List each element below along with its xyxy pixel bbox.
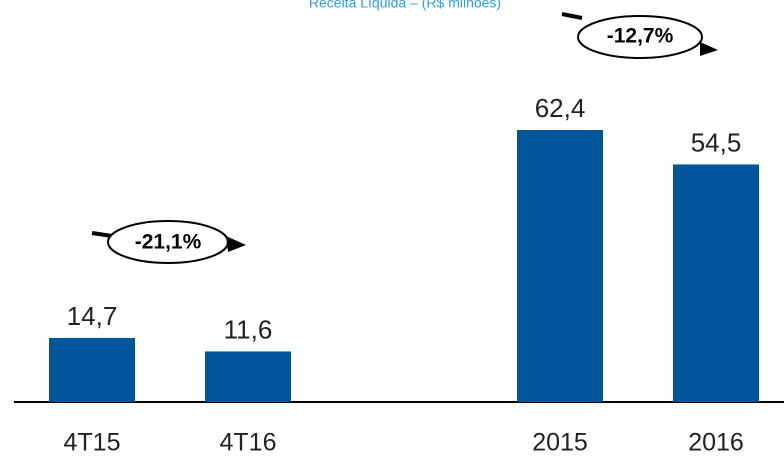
bar (205, 351, 291, 402)
bar (49, 337, 135, 402)
annotation-ellipse (577, 15, 703, 59)
x-tick-label: 2016 (688, 429, 744, 457)
value-label: 62,4 (535, 93, 586, 123)
value-label: 11,6 (224, 314, 273, 344)
x-tick-label: 4T15 (64, 429, 121, 457)
chart-title: Receita Líquida – (R$ milhões) (309, 0, 501, 11)
value-label: 54,5 (691, 127, 742, 157)
annotation: -21,1% (135, 231, 202, 254)
arrow-head (226, 236, 246, 252)
x-tick-label: 4T16 (220, 429, 277, 457)
arrow-head (700, 42, 718, 56)
annotation-group: -21,1% -12,7% (91, 12, 718, 264)
arrow-tail (91, 231, 113, 238)
annotation: -12,7% (607, 25, 674, 48)
x-tick-label: 2015 (532, 429, 588, 457)
bar (517, 130, 603, 402)
arrow-tail (561, 12, 583, 20)
bar (673, 164, 759, 402)
value-label: 14,7 (67, 301, 118, 331)
